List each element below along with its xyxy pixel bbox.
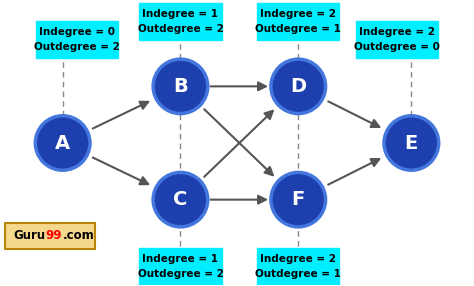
Ellipse shape <box>271 172 326 227</box>
Text: A: A <box>55 134 70 152</box>
Text: 99: 99 <box>45 229 62 242</box>
FancyBboxPatch shape <box>356 21 438 58</box>
Text: Indegree = 0
Outdegree = 2: Indegree = 0 Outdegree = 2 <box>34 27 120 52</box>
Text: F: F <box>292 190 305 209</box>
Text: D: D <box>290 77 306 96</box>
Ellipse shape <box>153 59 208 114</box>
Text: C: C <box>173 190 188 209</box>
Text: B: B <box>173 77 188 96</box>
Ellipse shape <box>271 59 326 114</box>
Text: Indegree = 2
Outdegree = 0: Indegree = 2 Outdegree = 0 <box>354 27 440 52</box>
Text: Guru: Guru <box>13 229 46 242</box>
Text: Indegree = 1
Outdegree = 2: Indegree = 1 Outdegree = 2 <box>137 254 223 279</box>
Text: Indegree = 1
Outdegree = 2: Indegree = 1 Outdegree = 2 <box>137 9 223 34</box>
Ellipse shape <box>153 172 208 227</box>
Text: E: E <box>405 134 418 152</box>
FancyBboxPatch shape <box>139 248 222 285</box>
Text: .com: .com <box>63 229 95 242</box>
FancyBboxPatch shape <box>139 3 222 40</box>
Ellipse shape <box>36 116 90 170</box>
FancyBboxPatch shape <box>257 248 339 285</box>
Text: Indegree = 2
Outdegree = 1: Indegree = 2 Outdegree = 1 <box>255 9 341 34</box>
FancyBboxPatch shape <box>5 223 95 249</box>
Ellipse shape <box>384 116 438 170</box>
FancyBboxPatch shape <box>36 21 118 58</box>
FancyBboxPatch shape <box>257 3 339 40</box>
Text: Indegree = 2
Outdegree = 1: Indegree = 2 Outdegree = 1 <box>255 254 341 279</box>
